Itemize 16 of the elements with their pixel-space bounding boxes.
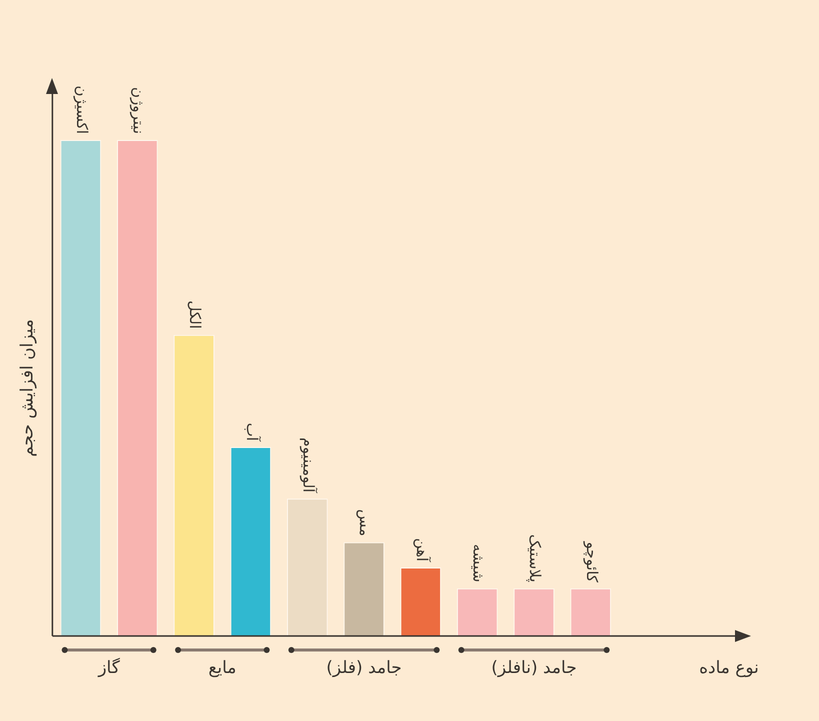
x-tick-label: آب bbox=[242, 422, 262, 442]
x-tick-label: شیشه bbox=[469, 544, 488, 582]
x-tick-label: آهن bbox=[412, 538, 432, 562]
x-tick-label: کائوچو bbox=[582, 540, 601, 584]
x-tick-label: آلومینیوم bbox=[299, 437, 318, 494]
y-axis-title: میزان افزایش حجم bbox=[18, 319, 38, 457]
text: گاز bbox=[97, 656, 121, 678]
x-axis-title: نوع ماده bbox=[699, 658, 759, 678]
x-tick-label: مس bbox=[356, 509, 374, 536]
x-tick-label: اکسیژن bbox=[72, 85, 91, 134]
x-tick-label: پلاستیک bbox=[526, 534, 544, 582]
text: جامد (نافلز) bbox=[491, 658, 577, 678]
x-tick-label: نیتروژن bbox=[130, 86, 148, 134]
text: جامد (فلز) bbox=[326, 658, 402, 678]
x-tick-label: الکل bbox=[186, 300, 204, 329]
text: مایع bbox=[208, 658, 236, 678]
